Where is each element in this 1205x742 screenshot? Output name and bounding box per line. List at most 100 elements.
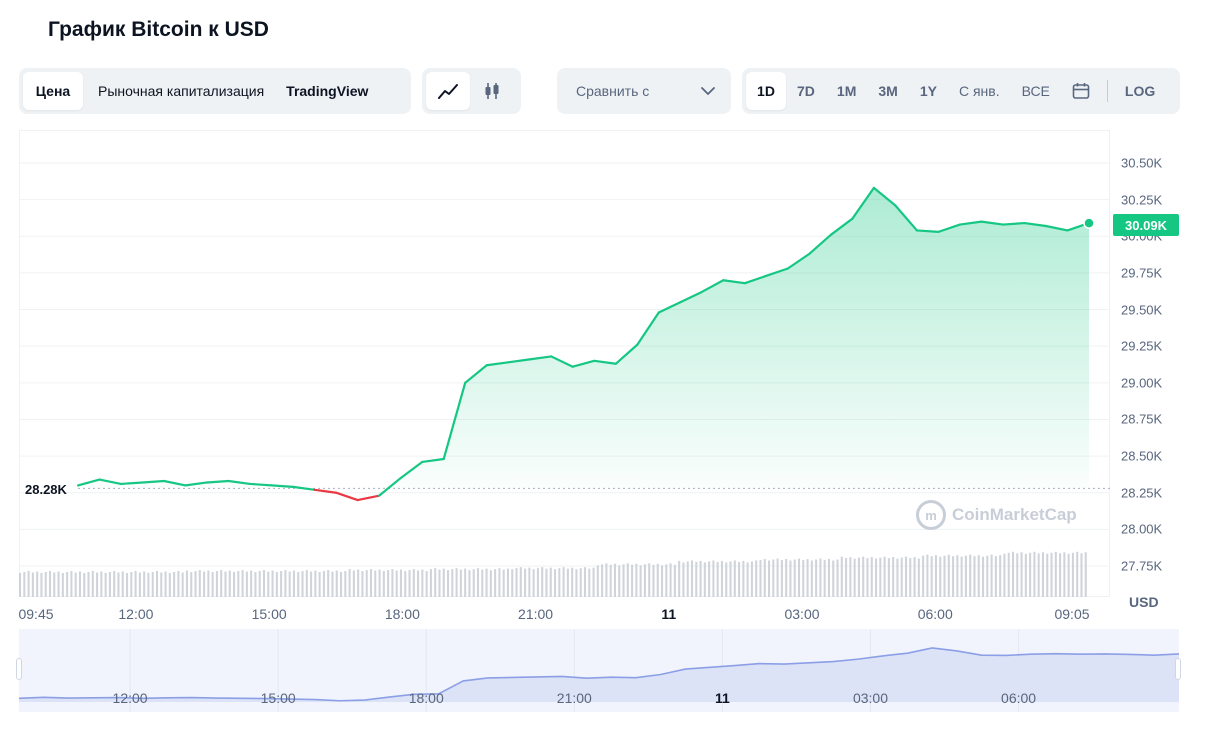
- navigator-right-handle[interactable]: [1175, 658, 1181, 680]
- volume-bar: [947, 554, 950, 597]
- range-1d[interactable]: 1D: [746, 72, 786, 110]
- chart-style-toggle: [422, 68, 521, 114]
- volume-bar: [1054, 551, 1057, 597]
- volume-bar: [318, 572, 321, 597]
- volume-bar: [412, 569, 415, 597]
- volume-bar: [575, 569, 578, 597]
- volume-bar: [1029, 552, 1032, 597]
- volume-bar: [973, 556, 976, 597]
- line-chart-icon: [438, 84, 458, 99]
- volume-bar: [258, 571, 261, 597]
- volume-bar: [31, 572, 34, 597]
- volume-bar: [1063, 552, 1066, 597]
- volume-bar: [327, 570, 330, 597]
- volume-bar: [250, 570, 253, 597]
- volume-bar: [301, 571, 304, 597]
- range-all[interactable]: ВСЕ: [1021, 83, 1050, 99]
- price-line-segment: [550, 355, 574, 368]
- price-line-segment: [958, 220, 983, 226]
- volume-bar: [1071, 552, 1074, 597]
- volume-bar: [656, 563, 659, 597]
- calendar-button[interactable]: [1061, 72, 1101, 110]
- volume-bar: [853, 558, 856, 597]
- volume-bar: [352, 570, 355, 597]
- range-1y[interactable]: 1Y: [919, 83, 937, 99]
- x-tick-label: 03:00: [784, 606, 820, 622]
- volume-bar: [596, 565, 599, 597]
- range-3m[interactable]: 3M: [878, 83, 898, 99]
- tab-tradingview[interactable]: TradingView: [286, 83, 369, 99]
- compare-dropdown[interactable]: Сравнить с: [557, 68, 731, 114]
- volume-bar: [626, 563, 629, 597]
- y-axis-unit: USD: [1129, 594, 1159, 610]
- volume-bar: [91, 571, 94, 597]
- volume-bar: [399, 569, 402, 597]
- volume-bar: [733, 560, 736, 597]
- volume-bar: [862, 556, 865, 597]
- volume-bar: [314, 570, 317, 597]
- range-7d[interactable]: 7D: [797, 83, 815, 99]
- price-area: [78, 187, 1089, 489]
- price-line-segment: [162, 479, 187, 487]
- volume-bar: [48, 571, 52, 597]
- volume-bar: [524, 568, 527, 597]
- volume-bar: [61, 573, 64, 597]
- range-1m[interactable]: 1M: [836, 83, 857, 99]
- volume-bar: [134, 571, 137, 597]
- volume-bar: [545, 568, 548, 597]
- volume-bar: [173, 572, 176, 597]
- chart-type-tabs: Цена Рыночная капитализация TradingView: [19, 68, 411, 114]
- line-chart-button[interactable]: [426, 72, 470, 110]
- volume-bar: [665, 564, 668, 597]
- price-line-segment: [356, 494, 381, 502]
- volume-bar: [669, 563, 672, 597]
- volume-bar: [716, 561, 719, 597]
- volume-bar: [181, 572, 184, 597]
- candlestick-button[interactable]: [470, 72, 514, 110]
- y-tick-label: 30.50K: [1121, 155, 1163, 171]
- volume-bar: [613, 563, 616, 597]
- volume-bar: [742, 560, 745, 597]
- range-ytd[interactable]: С янв.: [958, 83, 1000, 99]
- price-line-segment: [1044, 224, 1069, 232]
- volume-bar: [1041, 552, 1044, 597]
- tab-price[interactable]: Цена: [23, 72, 83, 110]
- volume-bar: [348, 569, 351, 597]
- navigator-left-handle[interactable]: [16, 658, 22, 680]
- price-line-segment: [1023, 221, 1048, 228]
- y-tick-label: 29.75K: [1121, 265, 1163, 281]
- tab-market-cap[interactable]: Рыночная капитализация: [98, 83, 265, 99]
- volume-bar: [866, 558, 869, 597]
- volume-bar: [83, 573, 86, 597]
- x-tick-label: 09:05: [1054, 606, 1090, 622]
- volume-bar: [494, 569, 497, 597]
- volume-bar: [126, 573, 129, 597]
- volume-bar: [583, 567, 587, 597]
- open-price-label: 28.28K: [25, 482, 67, 497]
- watermark: m CoinMarketCap: [916, 500, 1077, 530]
- price-line-segment: [571, 359, 596, 368]
- volume-bar: [241, 570, 244, 597]
- y-tick-label: 27.75K: [1121, 558, 1163, 574]
- volume-bar: [87, 572, 90, 597]
- volume-bar: [592, 567, 595, 597]
- volume-bar: [900, 557, 903, 597]
- volume-bar: [447, 570, 450, 597]
- volume-bar: [374, 570, 377, 597]
- volume-bar: [930, 556, 933, 597]
- volume-bar: [190, 572, 193, 597]
- log-scale-toggle[interactable]: LOG: [1124, 83, 1156, 99]
- volume-bar: [939, 556, 942, 597]
- volume-bar: [357, 569, 360, 597]
- volume-bar: [70, 571, 73, 597]
- navigator-tick-label: 11: [714, 690, 730, 706]
- price-line-segment: [808, 233, 832, 255]
- volume-bar: [288, 571, 291, 597]
- volume-bar: [964, 555, 967, 597]
- price-line-segment: [442, 381, 467, 461]
- volume-bar: [464, 568, 467, 597]
- volume-bar: [429, 569, 432, 597]
- volume-bar: [840, 556, 843, 597]
- price-line-segment: [765, 267, 789, 277]
